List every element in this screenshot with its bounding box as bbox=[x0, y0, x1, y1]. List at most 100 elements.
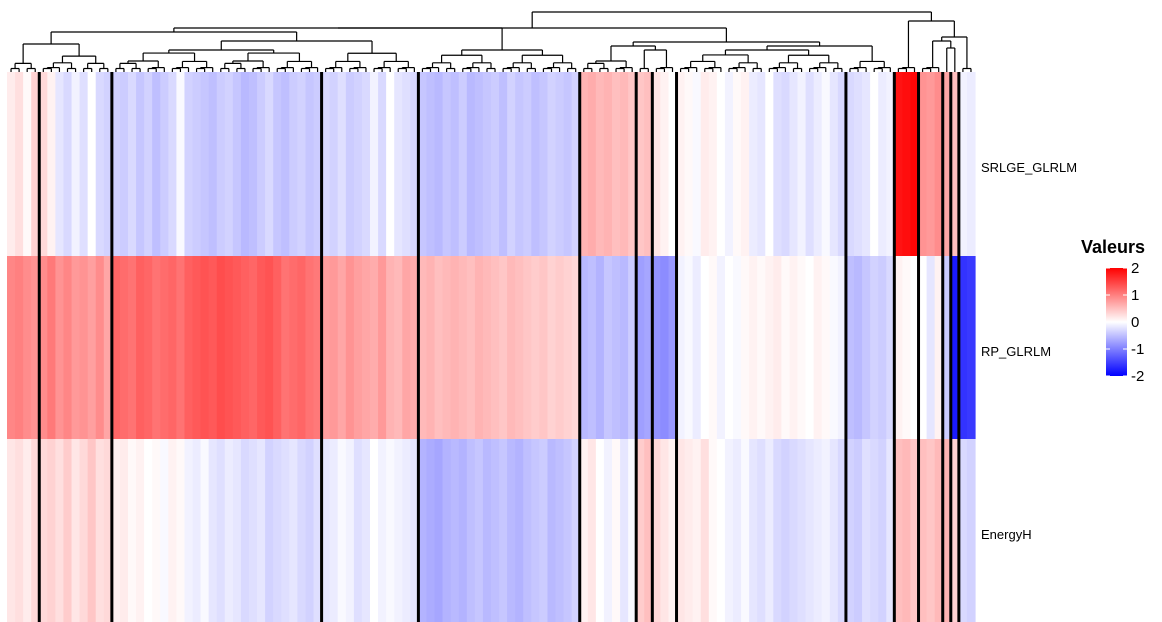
heatmap-cell bbox=[555, 256, 565, 439]
heatmap-cell bbox=[466, 439, 476, 622]
heatmap-cell bbox=[361, 256, 371, 439]
heatmap-cell bbox=[716, 439, 726, 622]
heatmap-cell bbox=[587, 72, 597, 256]
heatmap-cell bbox=[95, 439, 105, 622]
heatmap-cell bbox=[103, 72, 113, 256]
heatmap-cell bbox=[345, 72, 355, 256]
heatmap-cell bbox=[305, 439, 315, 622]
heatmap-cell bbox=[119, 439, 129, 622]
heatmap-cell bbox=[595, 72, 605, 256]
heatmap-cell bbox=[684, 439, 694, 622]
heatmap-cell bbox=[297, 256, 307, 439]
heatmap-cell bbox=[7, 439, 16, 622]
heatmap-cell bbox=[95, 256, 105, 439]
heatmap-cell bbox=[482, 439, 492, 622]
heatmap-cell bbox=[39, 439, 48, 622]
heatmap-cell bbox=[353, 72, 363, 256]
heatmap-cell bbox=[668, 72, 678, 256]
heatmap-cell bbox=[128, 439, 137, 622]
heatmap-cell bbox=[829, 439, 839, 622]
heatmap-cell bbox=[926, 72, 936, 256]
heatmap-cell bbox=[305, 256, 315, 439]
heatmap-cell bbox=[297, 72, 307, 256]
heatmap-cell bbox=[523, 72, 532, 256]
heatmap-cell bbox=[595, 439, 605, 622]
heatmap-cell bbox=[620, 439, 629, 622]
heatmap-cell bbox=[321, 439, 331, 622]
heatmap-cell bbox=[160, 439, 169, 622]
heatmap-cell bbox=[628, 72, 637, 256]
heatmap-cell bbox=[442, 256, 452, 439]
heatmap-cell bbox=[370, 439, 379, 622]
heatmap-cell bbox=[458, 439, 468, 622]
heatmap-cell bbox=[603, 256, 613, 439]
heatmap-cell bbox=[676, 439, 686, 622]
heatmap-cell bbox=[684, 256, 694, 439]
heatmap-cell bbox=[394, 256, 403, 439]
heatmap-cell bbox=[71, 256, 81, 439]
heatmap-cell bbox=[491, 72, 500, 256]
heatmap-cell bbox=[466, 72, 476, 256]
heatmap-cell bbox=[628, 439, 637, 622]
heatmap-cell bbox=[160, 256, 169, 439]
heatmap-cell bbox=[539, 72, 549, 256]
heatmap-cell bbox=[224, 256, 234, 439]
heatmap-cell bbox=[208, 439, 218, 622]
heatmap-cell bbox=[47, 439, 56, 622]
heatmap-cell bbox=[240, 72, 250, 256]
heatmap-cell bbox=[31, 256, 40, 439]
heatmap-cell bbox=[845, 72, 855, 256]
heatmap-cell bbox=[232, 256, 242, 439]
heatmap-cell bbox=[128, 256, 137, 439]
heatmap-cell bbox=[305, 72, 315, 256]
heatmap-cell bbox=[950, 256, 960, 439]
heatmap-cell bbox=[402, 439, 411, 622]
heatmap-cell bbox=[797, 439, 807, 622]
heatmap-cell bbox=[652, 256, 661, 439]
heatmap-cell bbox=[684, 72, 694, 256]
heatmap-cell bbox=[136, 72, 145, 256]
heatmap-cell bbox=[482, 72, 492, 256]
heatmap-cell bbox=[184, 72, 194, 256]
colorbar-tick-label: -2 bbox=[1131, 368, 1144, 385]
heatmap-cell bbox=[757, 439, 766, 622]
colorbar-tick-label: 1 bbox=[1131, 287, 1139, 304]
heatmap-cell bbox=[47, 72, 56, 256]
heatmap-cell bbox=[378, 72, 387, 256]
heatmap-cell bbox=[499, 439, 508, 622]
heatmap-cell bbox=[579, 72, 589, 256]
heatmap-cell bbox=[103, 256, 113, 439]
heatmap-cell bbox=[724, 439, 734, 622]
heatmap-cell bbox=[337, 72, 347, 256]
heatmap-cell bbox=[192, 256, 202, 439]
heatmap-cell bbox=[434, 256, 444, 439]
heatmap-cell bbox=[749, 439, 758, 622]
heatmap-cell bbox=[458, 256, 468, 439]
heatmap-cell bbox=[966, 439, 976, 622]
heatmap-cell bbox=[749, 256, 758, 439]
heatmap-cell bbox=[87, 439, 97, 622]
heatmap-cell bbox=[426, 72, 436, 256]
heatmap-cell bbox=[265, 439, 274, 622]
heatmap-cell bbox=[208, 72, 218, 256]
heatmap-cell bbox=[79, 439, 89, 622]
heatmap-cell bbox=[781, 256, 791, 439]
heatmap-cell bbox=[224, 439, 234, 622]
heatmap-cell bbox=[894, 72, 903, 256]
heatmap-cell bbox=[79, 256, 89, 439]
heatmap-cell bbox=[289, 439, 298, 622]
heatmap-cell bbox=[724, 72, 734, 256]
heatmap-cell bbox=[192, 439, 202, 622]
heatmap-cell bbox=[111, 72, 121, 256]
heatmap-cell bbox=[749, 72, 758, 256]
heatmap-cell bbox=[563, 72, 573, 256]
heatmap-cell bbox=[692, 439, 702, 622]
heatmap-cell bbox=[862, 72, 871, 256]
heatmap-cell bbox=[15, 439, 24, 622]
heatmap-cell bbox=[539, 439, 549, 622]
heatmap-cell bbox=[281, 72, 290, 256]
heatmap-cells bbox=[7, 72, 976, 622]
heatmap-cell bbox=[144, 72, 153, 256]
heatmap-cell bbox=[224, 72, 234, 256]
heatmap-cell bbox=[499, 256, 508, 439]
